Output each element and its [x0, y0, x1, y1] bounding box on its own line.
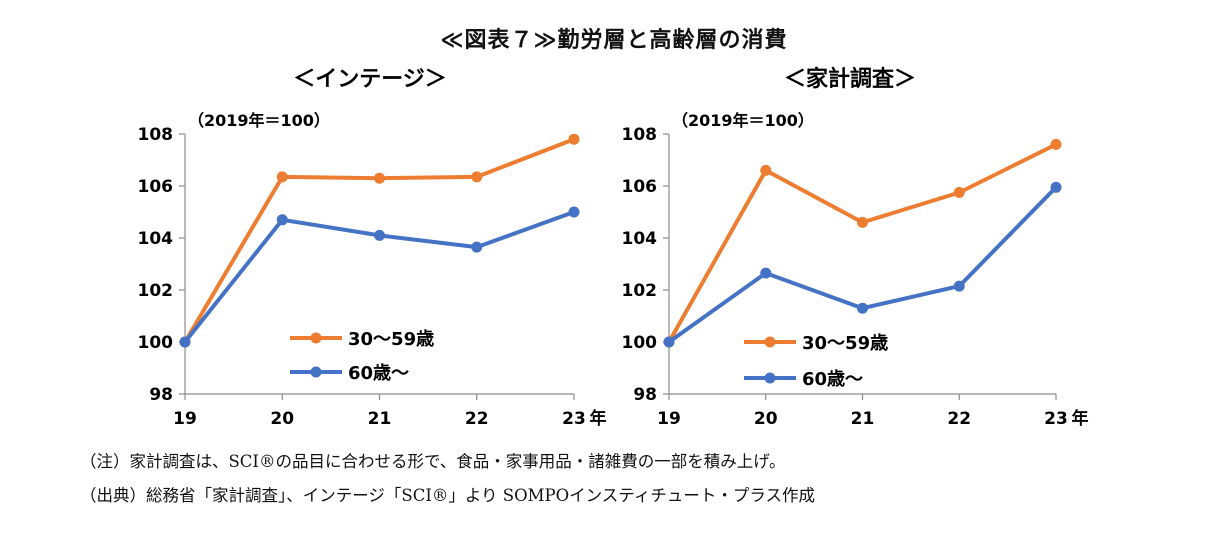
x-axis-unit: 年 — [1072, 408, 1089, 429]
x-tick-label: 21 — [368, 409, 392, 429]
y-tick-label: 106 — [138, 177, 174, 197]
data-point — [276, 171, 288, 183]
data-point — [471, 171, 483, 183]
legend-label: 30～59歳 — [802, 333, 888, 354]
legend-label: 60歳～ — [802, 369, 863, 390]
data-point — [760, 267, 772, 279]
figure-title: ≪図表７≫勤労層と高齢層の消費 — [440, 28, 788, 53]
data-point — [374, 229, 385, 241]
data-point — [663, 336, 675, 348]
y-tick-label: 98 — [149, 385, 173, 405]
y-tick-label: 108 — [138, 125, 174, 145]
data-point — [857, 302, 868, 314]
x-tick-label: 22 — [465, 409, 489, 429]
chart-title: ＜家計調査＞ — [784, 66, 916, 92]
data-point — [568, 206, 580, 218]
data-point — [1050, 181, 1062, 193]
legend-swatch-marker — [764, 336, 776, 348]
data-point — [760, 164, 772, 176]
legend-swatch-marker — [310, 332, 322, 344]
footnote: （注）家計調査は、SCI®の品目に合わせる形で、食品・家事用品・諸雑費の一部を積… — [80, 452, 786, 471]
y-tick-label: 106 — [622, 177, 658, 197]
x-tick-label: 22 — [947, 409, 971, 429]
source-note: （出典）総務省「家計調査」、インテージ「SCI®」より SOMPOインスティチュ… — [80, 486, 815, 505]
data-point — [1050, 138, 1062, 150]
x-tick-label: 20 — [754, 409, 778, 429]
x-tick-label: 21 — [851, 409, 875, 429]
unit-note: （2019年＝100） — [672, 111, 814, 130]
x-tick-label: 23 — [562, 409, 586, 429]
y-tick-label: 104 — [138, 229, 174, 249]
legend-label: 60歳～ — [348, 363, 409, 384]
series-line-elderly — [667, 185, 1058, 344]
unit-note: （2019年＝100） — [188, 111, 330, 130]
legend-label: 30～59歳 — [348, 329, 434, 350]
data-point — [179, 336, 191, 348]
legend-swatch-marker — [310, 366, 322, 378]
data-point — [374, 172, 385, 184]
y-tick-label: 98 — [633, 385, 657, 405]
data-point — [568, 133, 580, 145]
x-axis-unit: 年 — [590, 408, 607, 429]
x-tick-label: 19 — [657, 409, 681, 429]
y-tick-label: 102 — [138, 281, 174, 301]
data-point — [857, 216, 868, 228]
x-tick-label: 23 — [1044, 409, 1068, 429]
data-point — [471, 241, 483, 253]
data-point — [953, 280, 965, 292]
y-tick-label: 100 — [622, 333, 658, 353]
x-tick-label: 19 — [173, 409, 197, 429]
y-tick-label: 108 — [622, 125, 658, 145]
data-point — [953, 187, 965, 198]
y-tick-label: 102 — [622, 281, 658, 301]
y-tick-label: 104 — [622, 229, 658, 249]
data-point — [276, 214, 288, 226]
legend-swatch-marker — [764, 372, 776, 384]
x-tick-label: 20 — [270, 409, 294, 429]
y-tick-label: 100 — [138, 333, 174, 353]
chart-title: ＜インテージ＞ — [293, 67, 447, 92]
